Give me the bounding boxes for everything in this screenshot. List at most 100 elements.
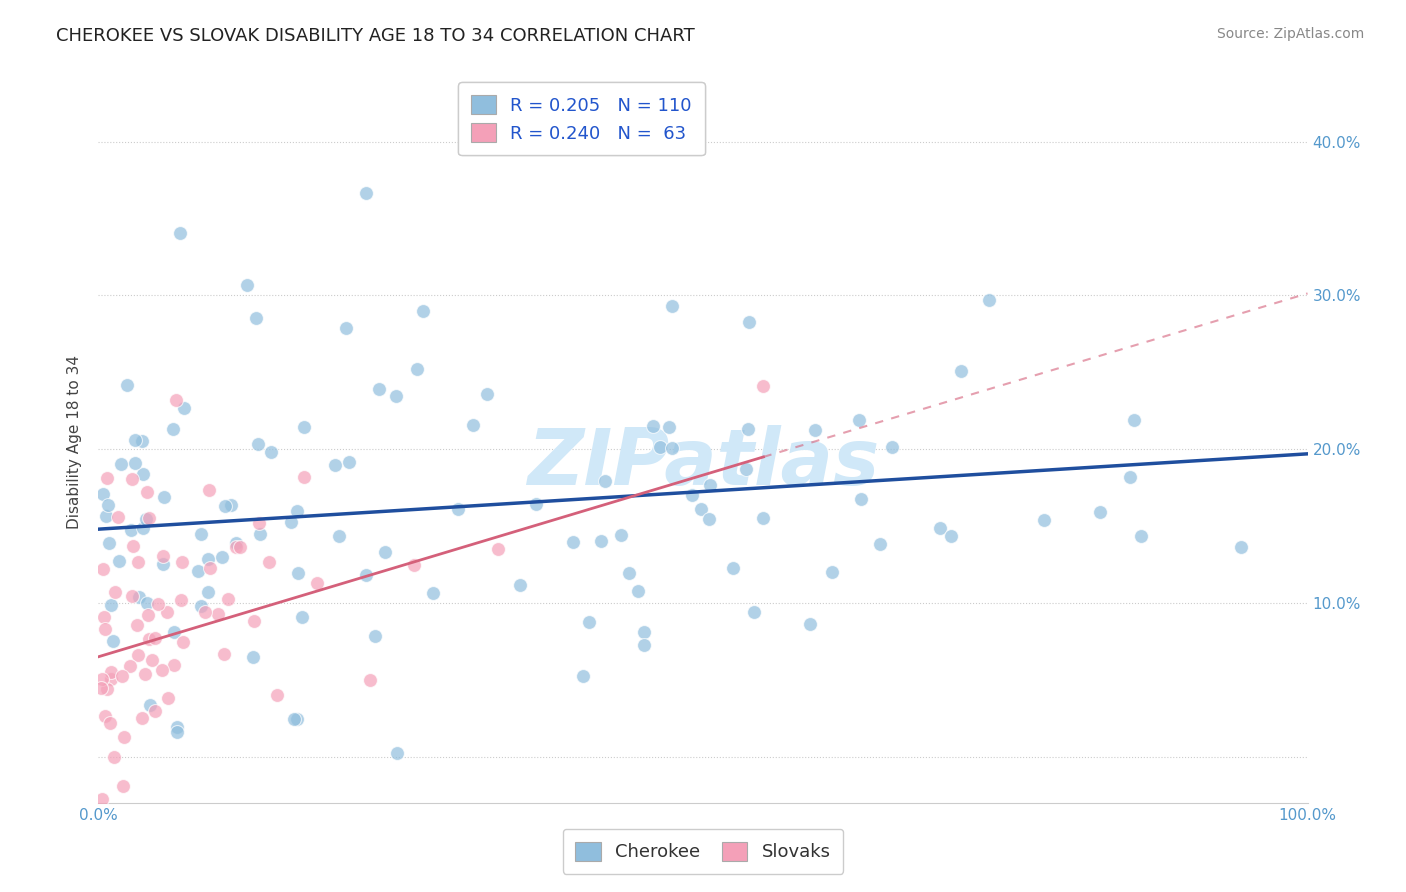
Point [337,455,360,469]
Point [135,596,157,610]
Point [107,554,129,568]
Point [162,422,184,436]
Point [359,673,381,687]
Point [661,300,683,314]
Point [132,520,155,534]
Point [96,682,118,697]
Point [169,226,191,240]
Point [111,779,134,793]
Point [163,657,186,672]
Point [742,605,765,619]
Point [173,401,195,416]
Point [187,564,209,578]
Point [412,304,434,318]
Point [848,412,870,426]
Point [120,524,142,538]
Point [124,457,146,471]
Point [950,364,973,378]
Point [124,433,146,447]
Point [131,467,153,481]
Point [165,392,187,407]
Point [627,584,650,599]
Point [198,483,221,498]
Point [112,730,135,744]
Point [422,586,444,600]
Point [721,561,744,575]
Point [643,419,665,434]
Point [447,502,470,516]
Point [136,607,159,622]
Point [804,423,827,437]
Y-axis label: Disability Age 18 to 34: Disability Age 18 to 34 [67,354,83,529]
Point [697,512,720,526]
Point [821,565,844,579]
Point [1123,413,1146,427]
Point [107,509,129,524]
Point [617,566,640,580]
Point [200,561,222,575]
Point [97,535,120,549]
Point [219,498,242,512]
Point [166,725,188,739]
Point [266,688,288,702]
Point [91,562,114,576]
Point [661,441,683,455]
Point [738,315,761,329]
Point [197,585,219,599]
Point [633,638,655,652]
Point [658,420,681,434]
Point [190,599,212,613]
Point [91,486,114,500]
Point [128,591,150,605]
Point [1229,540,1251,554]
Point [245,311,267,326]
Point [387,746,409,760]
Point [633,624,655,639]
Point [243,615,266,629]
Point [121,472,143,486]
Point [699,478,721,492]
Point [225,540,247,554]
Point [734,462,756,476]
Point [127,555,149,569]
Point [152,549,174,564]
Legend: R = 0.205   N = 110, R = 0.240   N =  63: R = 0.205 N = 110, R = 0.240 N = 63 [458,82,704,155]
Point [104,585,127,599]
Point [292,420,315,434]
Point [929,520,952,534]
Point [287,566,309,581]
Point [869,537,891,551]
Point [229,540,252,554]
Point [979,293,1001,307]
Point [335,320,357,334]
Point [125,618,148,632]
Point [524,497,547,511]
Point [190,527,212,541]
Point [259,445,281,459]
Point [257,555,280,569]
Point [90,791,112,805]
Point [285,712,308,726]
Point [752,510,775,524]
Point [152,557,174,571]
Point [96,471,118,485]
Point [157,690,180,705]
Point [939,529,962,543]
Point [207,607,229,621]
Point [247,516,270,530]
Point [169,593,191,607]
Point [461,417,484,432]
Point [134,667,156,681]
Point [356,568,378,582]
Point [285,504,308,518]
Point [93,708,115,723]
Point [100,672,122,686]
Point [150,663,173,677]
Point [486,541,509,556]
Point [477,386,499,401]
Point [249,527,271,541]
Point [122,539,145,553]
Point [143,704,166,718]
Point [90,672,112,686]
Point [1130,529,1153,543]
